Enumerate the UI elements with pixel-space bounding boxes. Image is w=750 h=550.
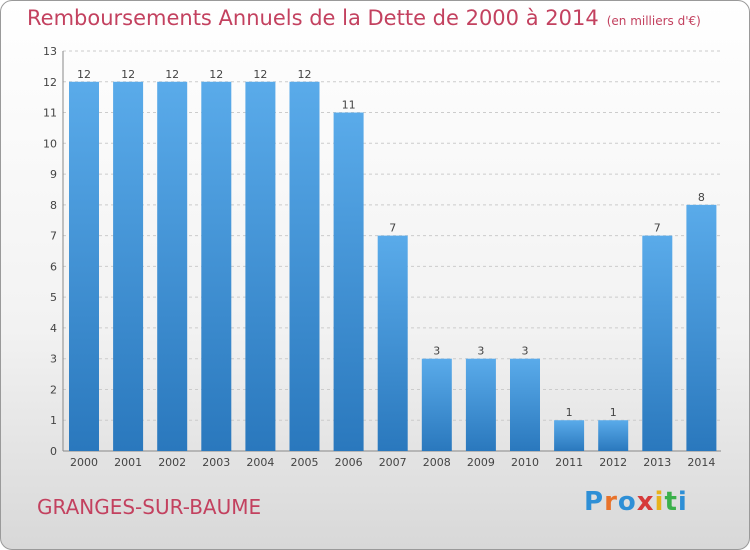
- x-tick-label: 2009: [467, 456, 495, 469]
- x-tick-label: 2006: [335, 456, 363, 469]
- bar: [510, 358, 540, 451]
- bar-value-label: 12: [253, 68, 267, 81]
- bar-value-label: 8: [698, 191, 705, 204]
- x-axis: 2000 2001 2002 2003 2004 2005 2006 2007 2008 2009…: [70, 456, 715, 469]
- x-tick-label: 2014: [687, 456, 715, 469]
- y-tick-label: 4: [50, 322, 57, 335]
- x-tick-label: 2005: [291, 456, 319, 469]
- logo-letter: i: [654, 487, 665, 517]
- logo-letter: r: [604, 487, 618, 517]
- chart-subtitle: (en milliers d'€): [606, 14, 701, 28]
- x-tick-label: 2004: [246, 456, 274, 469]
- y-tick-label: 10: [43, 137, 57, 150]
- bar-value-label: 7: [389, 222, 396, 235]
- bar: [113, 81, 144, 452]
- x-tick-label: 2013: [643, 456, 671, 469]
- x-tick-label: 2007: [379, 456, 407, 469]
- y-tick-label: 11: [43, 107, 57, 120]
- bar: [465, 358, 496, 451]
- x-tick-label: 2012: [599, 456, 627, 469]
- bar-value-label: 12: [165, 68, 179, 81]
- y-tick-label: 3: [50, 353, 57, 366]
- y-tick-label: 7: [50, 230, 57, 243]
- y-tick-label: 2: [50, 383, 57, 396]
- y-tick-label: 0: [50, 445, 57, 458]
- bar: [157, 81, 188, 452]
- bar: [421, 358, 452, 451]
- bar: [377, 235, 408, 451]
- bar: [289, 81, 320, 452]
- commune-name: GRANGES-SUR-BAUME: [37, 495, 262, 519]
- bar-value-label: 12: [121, 68, 135, 81]
- bar: [333, 112, 364, 452]
- x-tick-label: 2002: [158, 456, 186, 469]
- bar-value-label: 12: [209, 68, 223, 81]
- bar: [642, 235, 673, 451]
- bar: [598, 420, 629, 451]
- logo-letter: o: [617, 487, 637, 517]
- bar-value-label: 12: [77, 68, 91, 81]
- y-tick-label: 1: [50, 414, 57, 427]
- y-tick-label: 9: [50, 168, 57, 181]
- bar-value-label: 3: [522, 345, 529, 358]
- bar: [554, 420, 585, 451]
- bar: [686, 204, 717, 451]
- bars: [69, 81, 717, 452]
- x-tick-label: 2010: [511, 456, 539, 469]
- y-tick-label: 12: [43, 76, 57, 89]
- bar-value-label: 12: [298, 68, 312, 81]
- bar-value-label: 11: [342, 99, 356, 112]
- x-tick-label: 2011: [555, 456, 583, 469]
- y-tick-label: 8: [50, 199, 57, 212]
- bar-value-label: 3: [433, 345, 440, 358]
- y-tick-label: 13: [43, 45, 57, 58]
- bar: [201, 81, 232, 452]
- y-tick-label: 6: [50, 260, 57, 273]
- bar-value-label: 1: [566, 406, 573, 419]
- x-tick-label: 2000: [70, 456, 98, 469]
- logo-letter: i: [677, 487, 688, 517]
- y-tick-label: 5: [50, 291, 57, 304]
- logo-letter: t: [664, 487, 678, 517]
- bar: [245, 81, 276, 452]
- chart-title: Remboursements Annuels de la Dette de 20…: [27, 6, 701, 30]
- bar-value-label: 7: [654, 222, 661, 235]
- logo-letter: P: [584, 487, 605, 517]
- proxiti-logo: Proxiti: [584, 487, 688, 517]
- logo-letter: x: [636, 487, 655, 517]
- bar-value-label: 1: [610, 406, 617, 419]
- x-tick-label: 2001: [114, 456, 142, 469]
- bar: [69, 81, 99, 452]
- bar-value-label: 3: [477, 345, 484, 358]
- x-tick-label: 2008: [423, 456, 451, 469]
- x-tick-label: 2003: [202, 456, 230, 469]
